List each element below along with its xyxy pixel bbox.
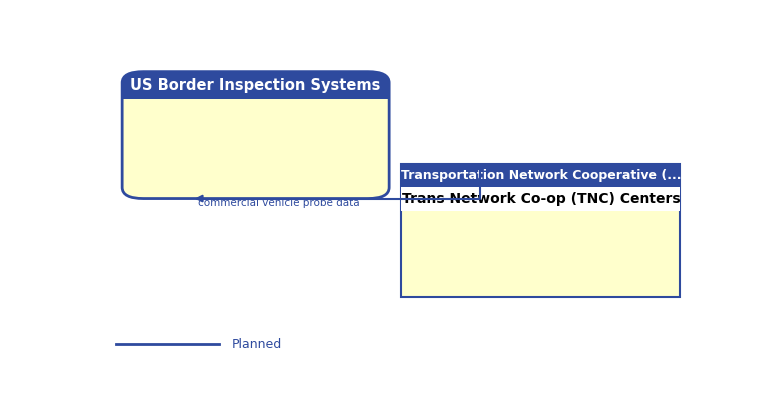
FancyBboxPatch shape <box>122 72 389 98</box>
Text: US Border Inspection Systems: US Border Inspection Systems <box>131 77 381 93</box>
Text: Transportation Network Cooperative (...: Transportation Network Cooperative (... <box>401 169 681 182</box>
Text: commercial vehicle probe data: commercial vehicle probe data <box>198 198 359 208</box>
Text: Planned: Planned <box>232 338 282 351</box>
Bar <box>402 164 680 297</box>
Bar <box>402 164 680 187</box>
Text: Trans Network Co-op (TNC) Centers: Trans Network Co-op (TNC) Centers <box>402 192 680 206</box>
Bar <box>123 85 388 98</box>
Bar <box>402 187 680 211</box>
FancyBboxPatch shape <box>122 72 389 199</box>
